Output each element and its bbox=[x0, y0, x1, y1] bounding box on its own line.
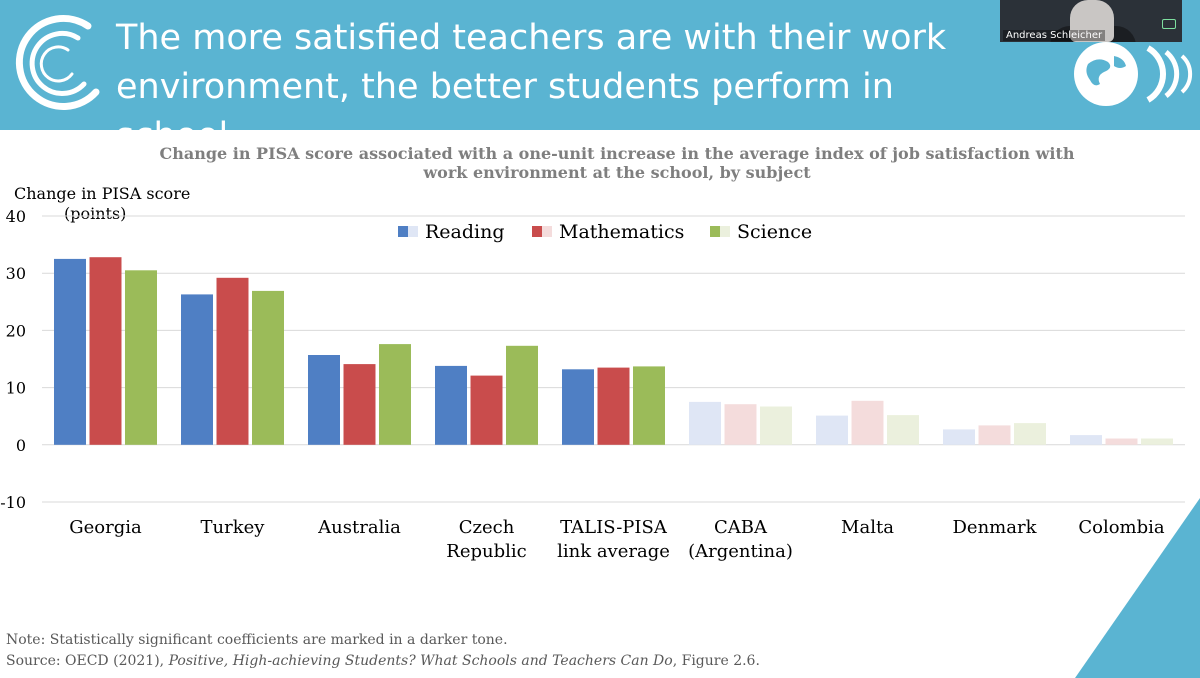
bar-reading bbox=[54, 258, 86, 445]
chart-title-line-1: Change in PISA score associated with a o… bbox=[159, 144, 1074, 163]
presenter-face bbox=[1070, 0, 1114, 42]
x-tick-label: Australia bbox=[317, 517, 401, 538]
bar-mathematics bbox=[724, 404, 757, 445]
x-tick-label: Denmark bbox=[953, 517, 1038, 538]
bar-science bbox=[125, 270, 157, 445]
bar-science bbox=[633, 366, 665, 445]
legend-swatch-light-science bbox=[720, 226, 730, 237]
corner-triangle-decoration bbox=[1075, 498, 1200, 678]
bar-mathematics bbox=[978, 425, 1011, 445]
slide-title: The more satisfied teachers are with the… bbox=[116, 14, 996, 161]
y-tick-label: 40 bbox=[6, 207, 26, 226]
bar-reading bbox=[689, 401, 721, 445]
legend-swatch-reading bbox=[398, 226, 408, 237]
bar-science bbox=[506, 345, 538, 445]
x-tick-label: Colombia bbox=[1078, 517, 1165, 538]
slide-title-line-2: environment, the better students perform… bbox=[116, 67, 894, 156]
legend-swatch-light-reading bbox=[408, 226, 418, 237]
oecd-globe-logo-icon bbox=[1074, 42, 1193, 106]
bar-mathematics bbox=[851, 400, 884, 445]
bar-mathematics bbox=[343, 364, 376, 445]
bar-mathematics bbox=[1105, 438, 1138, 445]
y-tick-label: -10 bbox=[0, 493, 26, 512]
bar-reading bbox=[435, 365, 467, 445]
bar-science bbox=[760, 406, 792, 445]
bar-reading bbox=[943, 429, 975, 445]
source-title: Positive, High-achieving Students? What … bbox=[168, 653, 673, 669]
legend-swatch-mathematics bbox=[532, 226, 542, 237]
x-tick-label: (Argentina) bbox=[688, 541, 793, 562]
camera-icon bbox=[1162, 19, 1176, 29]
bar-chart: Change in PISA score associated with a o… bbox=[0, 144, 1185, 562]
bar-science bbox=[379, 344, 411, 445]
bar-reading bbox=[1070, 435, 1102, 445]
webcam-overlay: Andreas Schleicher bbox=[1000, 0, 1182, 42]
x-tick-label: link average bbox=[557, 541, 670, 562]
y-tick-label: 30 bbox=[6, 264, 26, 283]
x-tick-label: Czech bbox=[459, 517, 515, 538]
x-tick-label: CABA bbox=[714, 517, 768, 538]
x-tick-label: Georgia bbox=[69, 517, 142, 538]
legend-label-mathematics: Mathematics bbox=[559, 221, 684, 243]
x-tick-label: TALIS-PISA bbox=[560, 517, 668, 538]
legend-swatch-science bbox=[710, 226, 720, 237]
source-prefix: Source: OECD (2021), bbox=[6, 653, 169, 669]
bar-mathematics bbox=[216, 277, 249, 445]
x-tick-label: Malta bbox=[841, 517, 894, 538]
bar-reading bbox=[181, 294, 213, 445]
bar-reading bbox=[562, 369, 594, 445]
oecd-swirl-logo-icon bbox=[15, 14, 100, 110]
y-axis-label-line-1: Change in PISA score bbox=[14, 184, 190, 203]
presenter-name: Andreas Schleicher bbox=[1003, 30, 1106, 41]
legend-label-reading: Reading bbox=[425, 221, 505, 243]
x-tick-label: Turkey bbox=[201, 517, 266, 538]
bar-mathematics bbox=[470, 375, 503, 445]
chart-legend: Reading Mathematics Science bbox=[398, 221, 812, 243]
legend-label-science: Science bbox=[737, 221, 812, 243]
y-axis-label-line-2: (points) bbox=[64, 204, 126, 223]
bar-reading bbox=[816, 415, 848, 445]
chart-source: Source: OECD (2021), Positive, High-achi… bbox=[6, 653, 760, 669]
bar-science bbox=[887, 415, 919, 445]
bar-mathematics bbox=[597, 367, 630, 445]
bar-mathematics bbox=[89, 257, 122, 445]
bar-reading bbox=[308, 355, 340, 445]
chart-note: Note: Statistically significant coeffici… bbox=[6, 632, 508, 648]
bar-science bbox=[1141, 438, 1173, 445]
bar-science bbox=[1014, 423, 1046, 445]
slide-title-line-1: The more satisfied teachers are with the… bbox=[116, 18, 947, 58]
legend-swatch-light-mathematics bbox=[542, 226, 552, 237]
y-tick-label: 20 bbox=[6, 321, 26, 340]
bar-science bbox=[252, 290, 284, 445]
source-suffix: , Figure 2.6. bbox=[672, 653, 760, 669]
y-tick-label: 10 bbox=[6, 379, 26, 398]
x-tick-label: Republic bbox=[446, 541, 526, 562]
chart-title-line-2: work environment at the school, by subje… bbox=[422, 163, 811, 182]
y-tick-label: 0 bbox=[16, 436, 26, 455]
